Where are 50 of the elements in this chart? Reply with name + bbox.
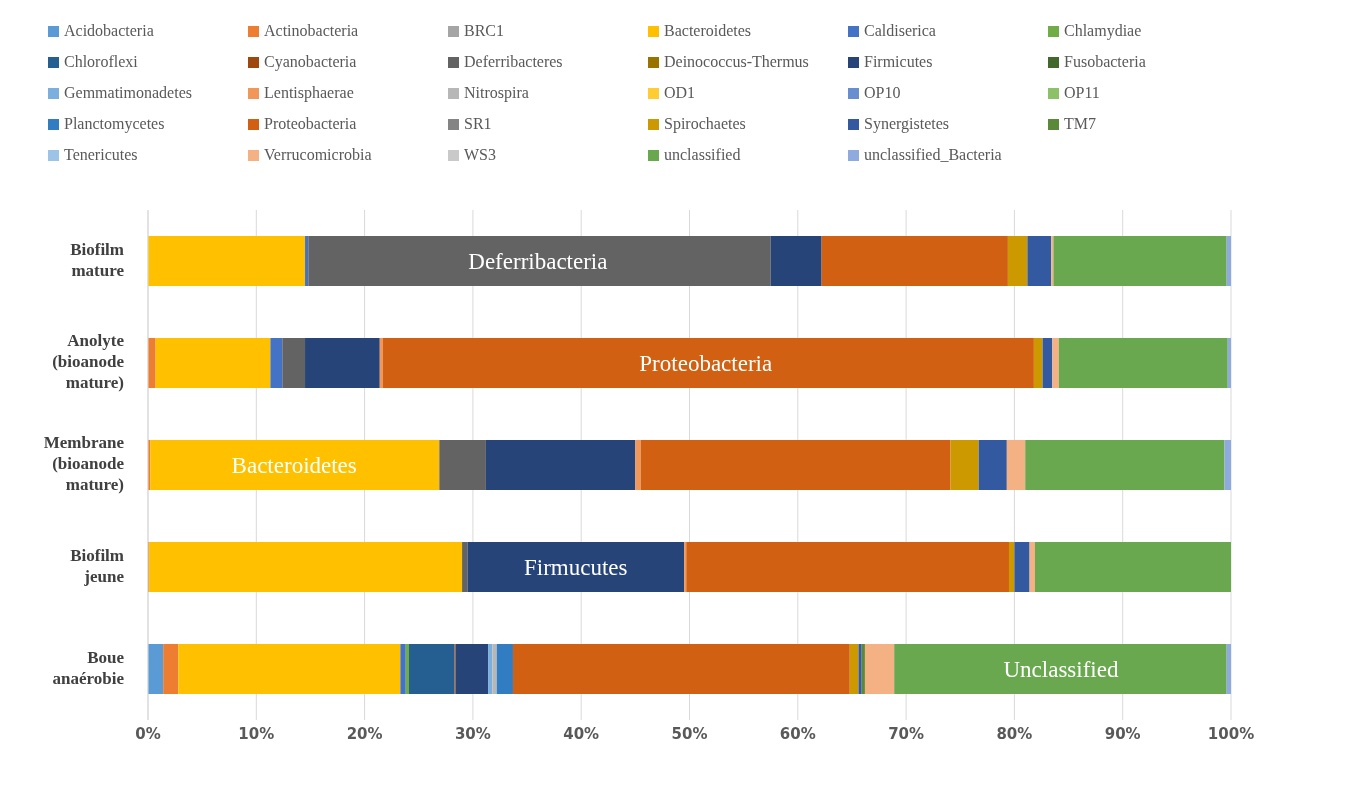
legend-label: Planctomycetes: [64, 115, 165, 133]
legend-label: OD1: [664, 84, 696, 102]
x-tick-label: 80%: [996, 724, 1033, 743]
legend-label: Proteobacteria: [264, 115, 357, 133]
legend-label: BRC1: [464, 22, 505, 40]
legend-label: Verrucomicrobia: [264, 146, 372, 164]
legend-label: Nitrospira: [464, 84, 529, 102]
y-tick-label: Biofilm mature: [70, 239, 125, 280]
legend-label: Chloroflexi: [64, 53, 138, 71]
annotation: Unclassified: [1003, 657, 1119, 683]
y-tick-label: Boue anaérobie: [52, 647, 125, 688]
y-tick-label: Anolyte (bioanode mature): [52, 330, 125, 392]
legend-label: OP11: [1064, 84, 1100, 102]
y-tick-label: Membrane (bioanode mature): [43, 432, 125, 494]
legend-label: TM7: [1064, 115, 1096, 133]
legend-label: unclassified: [664, 146, 741, 164]
annotation: Bacteroidetes: [231, 453, 357, 479]
x-tick-label: 60%: [779, 724, 816, 743]
legend-label: SR1: [464, 115, 492, 133]
legend-label: Bacteroidetes: [664, 22, 752, 40]
legend-label: Actinobacteria: [264, 22, 359, 40]
legend-label: OP10: [864, 84, 901, 102]
annotation: Firmucutes: [524, 555, 628, 581]
legend-label: Caldiserica: [864, 22, 936, 40]
legend-label: Gemmatimonadetes: [64, 84, 192, 102]
legend-label: Lentisphaerae: [264, 84, 354, 102]
legend-label: Tenericutes: [64, 146, 138, 164]
x-tick-label: 70%: [888, 724, 925, 743]
legend-label: Synergistetes: [864, 115, 950, 133]
legend-label: unclassified_Bacteria: [864, 146, 1002, 164]
legend-label: Acidobacteria: [64, 22, 154, 40]
x-tick-label: 30%: [454, 724, 491, 743]
x-tick-label: 40%: [563, 724, 600, 743]
y-tick-label: Biofilm jeune: [70, 545, 125, 586]
x-tick-label: 100%: [1207, 724, 1255, 743]
legend-label: Fusobacteria: [1064, 53, 1146, 71]
legend-label: Spirochaetes: [664, 115, 746, 133]
legend-label: Deinococcus-Thermus: [664, 53, 809, 71]
legend-label: Cyanobacteria: [264, 53, 357, 71]
x-tick-label: 90%: [1104, 724, 1141, 743]
legend-label: Deferribacteres: [464, 53, 563, 71]
x-tick-label: 50%: [671, 724, 708, 743]
legend-label: Firmicutes: [864, 53, 933, 71]
x-tick-label: 10%: [238, 724, 275, 743]
annotation: Deferribacteria: [468, 249, 608, 275]
legend-label: WS3: [464, 146, 496, 164]
annotation: Proteobacteria: [639, 351, 773, 377]
x-tick-label: 20%: [346, 724, 383, 743]
x-tick-label: 0%: [135, 724, 161, 743]
legend-label: Chlamydiae: [1064, 22, 1142, 40]
